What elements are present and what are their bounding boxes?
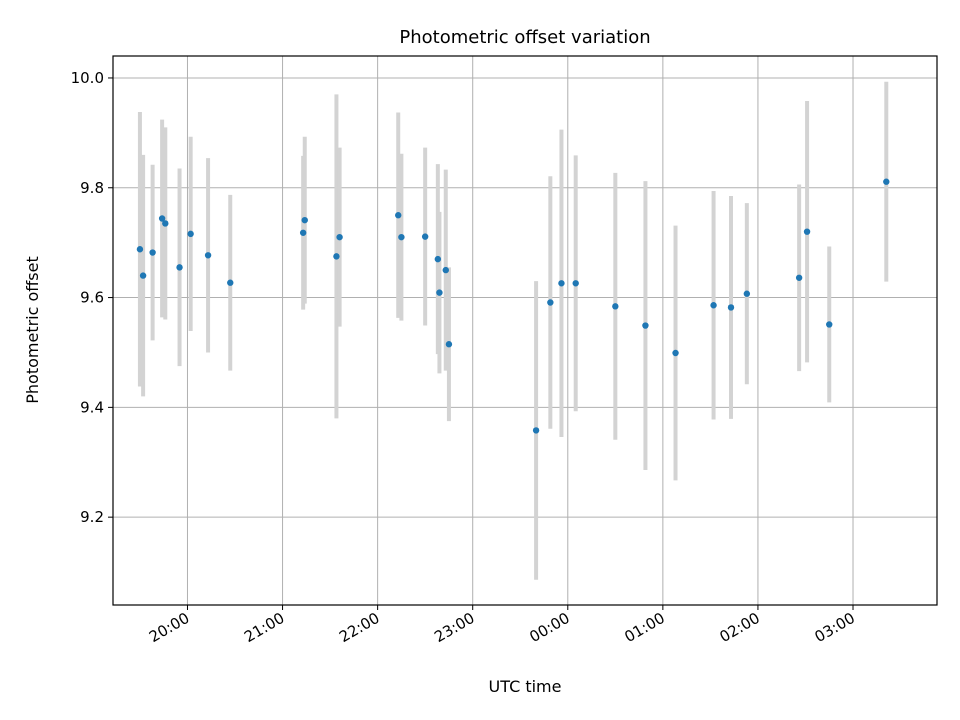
y-axis: 9.2 9.4 9.6 9.8 10.0 — [71, 69, 113, 526]
data-point — [727, 304, 735, 311]
data-point — [136, 246, 144, 253]
data-point — [558, 280, 565, 287]
y-tick-label: 10.0 — [71, 69, 104, 87]
data-point — [227, 279, 234, 286]
data-point — [642, 322, 649, 329]
y-axis-title: Photometric offset — [23, 256, 42, 404]
data-point — [187, 230, 194, 238]
data-point — [803, 228, 811, 235]
data-point — [547, 299, 554, 306]
chart-title: Photometric offset variation — [399, 27, 650, 48]
data-point — [532, 427, 540, 434]
data-point — [445, 341, 453, 348]
y-tick-label: 9.2 — [80, 508, 104, 526]
data-point — [139, 272, 147, 279]
data-point — [436, 289, 443, 296]
x-axis-title: UTC time — [489, 677, 562, 696]
data-point — [795, 274, 803, 281]
data-point — [710, 302, 717, 309]
data-point — [434, 255, 442, 263]
data-point — [826, 321, 833, 328]
data-point — [204, 252, 212, 259]
data-point — [743, 290, 751, 297]
data-point — [149, 249, 156, 256]
y-tick-label: 9.8 — [80, 179, 104, 197]
data-point — [883, 178, 890, 185]
data-point — [612, 303, 619, 310]
data-point — [301, 216, 308, 224]
data-point — [395, 212, 402, 219]
y-tick-label: 9.6 — [80, 289, 104, 307]
point-layer — [136, 178, 890, 434]
plot-frame — [112, 55, 938, 606]
data-point — [672, 349, 679, 357]
data-point — [572, 280, 579, 287]
data-point — [333, 253, 340, 260]
data-point — [421, 233, 429, 240]
data-point — [299, 229, 307, 236]
data-point — [442, 266, 449, 274]
data-point — [176, 264, 183, 271]
data-point — [398, 233, 405, 241]
data-point — [158, 215, 166, 222]
data-point — [162, 220, 169, 227]
y-tick-label: 9.4 — [80, 398, 104, 416]
data-point — [336, 233, 343, 241]
